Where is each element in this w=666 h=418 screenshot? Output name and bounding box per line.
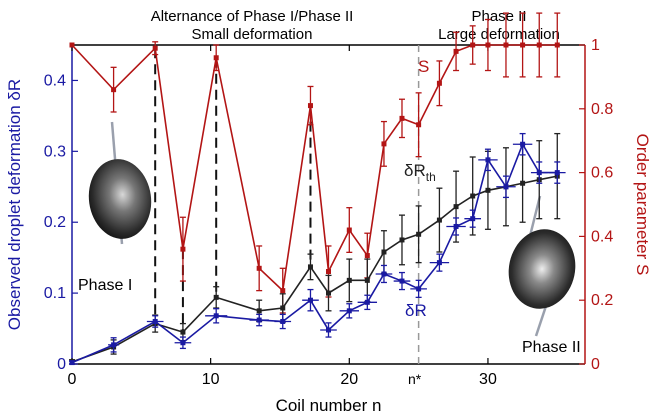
series-deltaR-th-point xyxy=(399,237,405,243)
header-left-line2: Small deformation xyxy=(192,26,313,43)
series-s-point xyxy=(416,122,422,128)
y-right-tick-label: 0.6 xyxy=(591,165,613,182)
header-right-line2: Large deformation xyxy=(438,26,560,43)
series-deltaR-point xyxy=(364,299,370,305)
series-deltaR-point xyxy=(554,170,560,176)
series-s-point xyxy=(436,80,442,86)
y-left-tick-label: 0.3 xyxy=(44,143,66,160)
series-s-point xyxy=(280,288,286,294)
series-s-point xyxy=(381,141,387,147)
series-deltaR-th-point xyxy=(213,294,219,300)
y-left-tick-label: 0.1 xyxy=(44,285,66,302)
y-left-tick-label: 0.2 xyxy=(44,214,66,231)
y-right-axis-title: Order parameter S xyxy=(633,134,652,276)
inset-phase-2-label: Phase II xyxy=(522,339,581,356)
inset-phase-1-droplet xyxy=(88,159,152,239)
series-deltaR-point xyxy=(152,318,158,324)
series-s-point xyxy=(152,45,158,51)
series-s-point xyxy=(364,253,370,259)
series-deltaR-point xyxy=(180,340,186,346)
series-s-point xyxy=(326,268,331,274)
series-s-point xyxy=(536,42,542,48)
n-star-label: n* xyxy=(408,371,422,387)
series-deltaR-th-point xyxy=(381,249,387,255)
x-tick-label: 30 xyxy=(479,371,497,388)
series-deltaR-point xyxy=(436,260,442,266)
series-deltaR-point xyxy=(453,223,459,229)
series-deltaR-line xyxy=(71,142,558,364)
series-s-point xyxy=(213,55,219,61)
x-axis-title: Coil number n xyxy=(276,396,382,415)
inset-phase-1-label: Phase I xyxy=(78,277,132,294)
series-deltaR-point xyxy=(256,317,262,323)
series-s-point xyxy=(554,42,560,48)
series-s-point xyxy=(346,227,352,233)
y-right-tick-label: 1 xyxy=(591,37,600,54)
x-tick-label: 10 xyxy=(202,371,220,388)
series-deltaR-point xyxy=(280,318,286,324)
series-s-point xyxy=(69,42,75,48)
series-s-point xyxy=(111,87,117,93)
series-deltaR-th-point xyxy=(436,217,442,223)
series-s-point xyxy=(470,42,476,48)
series-deltaR-point xyxy=(213,313,219,319)
series-deltaR-th-line xyxy=(71,175,558,363)
inset-phase-2: Phase II xyxy=(500,195,590,356)
series-deltaR-th-point xyxy=(416,231,422,237)
series-deltaR-point xyxy=(381,271,387,277)
header-left-line1: Alternance of Phase I/Phase II xyxy=(151,8,354,25)
series-s-point xyxy=(399,115,405,121)
plot-area: 0 10 20 30 0 0.1 0.2 0.3 0.4 0 0.2 0.4 0.6 0.8 1 Coil n… xyxy=(5,12,652,415)
series-deltaR-th-point xyxy=(280,305,286,311)
series-deltaR-point xyxy=(416,286,422,292)
y-right-tick-label: 0 xyxy=(591,356,600,373)
x-tick-label: 20 xyxy=(340,371,358,388)
series-s-point xyxy=(453,48,459,54)
series-s-label: S xyxy=(418,57,429,76)
y-right-tick-label: 0.8 xyxy=(591,101,613,118)
series-s-point xyxy=(307,103,313,109)
series-deltaR-point xyxy=(346,308,352,314)
series-deltaR-th-label: δRth xyxy=(404,161,436,184)
series-deltaR-th-point xyxy=(520,180,526,186)
series-deltaR-label: δR xyxy=(405,301,427,320)
series-s-line xyxy=(71,44,558,293)
series-s-point xyxy=(180,246,186,252)
series-s-point xyxy=(256,265,262,271)
series-s-point xyxy=(503,42,509,48)
inset-phase-2-fiber xyxy=(528,195,542,237)
series-deltaR-point xyxy=(69,360,75,366)
series-deltaR-th-point xyxy=(485,187,491,193)
inset-phase-2-droplet xyxy=(508,229,576,309)
series-deltaR-point xyxy=(307,297,313,303)
series-deltaR-point xyxy=(111,342,117,348)
x-tick-label: 0 xyxy=(68,371,77,388)
series-deltaR-th-point xyxy=(453,204,459,210)
series-deltaR-th-point xyxy=(346,277,352,283)
series-s-point xyxy=(485,42,491,48)
y-right-tick-label: 0.4 xyxy=(591,228,613,245)
series-deltaR-point xyxy=(399,278,405,284)
series-deltaR-point xyxy=(536,170,542,176)
series-deltaR-th-point xyxy=(307,264,313,270)
y-left-axis-title: Observed droplet deformation δR xyxy=(5,79,24,330)
series-deltaR-th-point xyxy=(326,290,331,296)
series-deltaR-th-point xyxy=(180,329,186,335)
header-right-line1: Phase II xyxy=(471,8,526,25)
y-right-tick-label: 0.2 xyxy=(591,292,613,309)
series-deltaR-point xyxy=(485,157,491,163)
series-deltaR-th-point xyxy=(256,308,262,314)
series-deltaR-point xyxy=(326,327,331,333)
inset-phase-1: Phase I xyxy=(78,118,166,294)
series-deltaR-point xyxy=(520,141,526,147)
series-deltaR-point xyxy=(470,216,476,222)
y-left-tick-label: 0 xyxy=(57,356,66,373)
series-s-point xyxy=(520,42,526,48)
series-deltaR-th-point xyxy=(364,277,370,283)
series-deltaR-point xyxy=(503,184,509,190)
y-left-tick-label: 0.4 xyxy=(44,72,66,89)
series-deltaR-th-point xyxy=(470,193,476,199)
